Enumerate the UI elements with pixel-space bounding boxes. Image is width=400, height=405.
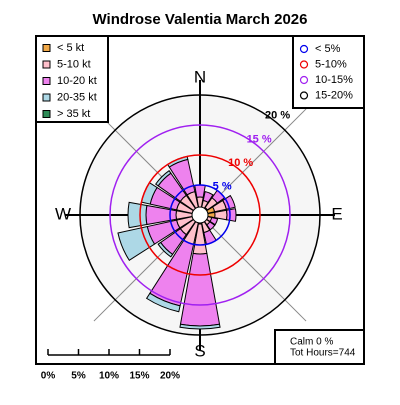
sector <box>117 225 156 261</box>
legend-label: 10-20 kt <box>57 75 97 87</box>
sector <box>179 323 221 330</box>
calm-circle <box>191 206 209 224</box>
scale-label: 5% <box>71 371 86 382</box>
sector <box>194 184 206 198</box>
legend-label: < 5 kt <box>57 42 84 54</box>
ring-legend-marker <box>299 91 309 100</box>
ring <box>139 154 261 276</box>
sector <box>127 201 148 229</box>
direction-label: S <box>194 341 205 360</box>
legend-label: 5-10 kt <box>57 58 91 70</box>
scale-label: 20% <box>160 371 180 382</box>
plot-frame <box>35 35 365 365</box>
ring-label: 5 % <box>213 181 232 193</box>
ring-legend-marker <box>299 75 309 85</box>
sector <box>225 208 237 222</box>
calm-text: Calm 0 % <box>290 337 333 348</box>
legend-swatch <box>42 77 51 85</box>
sector <box>155 170 172 187</box>
ring <box>109 124 291 306</box>
legend-label: 20-35 kt <box>57 91 97 103</box>
legend-label: > 35 kt <box>57 108 90 120</box>
direction-label: E <box>331 204 342 223</box>
legend-swatch <box>42 60 51 69</box>
ring <box>79 94 321 336</box>
chart-title: Windrose Valentia March 2026 <box>93 11 308 28</box>
ring-legend-label: 15-20% <box>315 89 353 101</box>
ring-label: 10 % <box>228 157 253 169</box>
scale-label: 0% <box>41 371 56 382</box>
sector <box>202 190 214 204</box>
ring-legend-label: 10-15% <box>315 74 353 86</box>
ring <box>169 184 231 246</box>
legend-swatch <box>42 93 51 102</box>
ring-legend-marker <box>299 60 309 69</box>
ring-legend-label: 5-10% <box>315 58 347 70</box>
ring-label: 15 % <box>247 133 272 145</box>
scale-label: 10% <box>99 371 119 382</box>
scale-label: 15% <box>129 371 149 382</box>
ring-legend-label: < 5% <box>315 43 341 55</box>
legend-swatch <box>42 110 51 118</box>
calm-box <box>274 329 365 365</box>
ring-legend-box <box>292 35 365 109</box>
ring-label: 20 % <box>265 110 290 122</box>
spoke <box>199 214 307 322</box>
direction-label: N <box>194 67 206 86</box>
legend-swatch <box>42 44 51 52</box>
direction-label: W <box>55 204 71 223</box>
sector <box>145 292 181 313</box>
sector <box>157 241 174 258</box>
ring-legend-marker <box>299 44 309 54</box>
total-text: Tot Hours=744 <box>290 348 356 359</box>
